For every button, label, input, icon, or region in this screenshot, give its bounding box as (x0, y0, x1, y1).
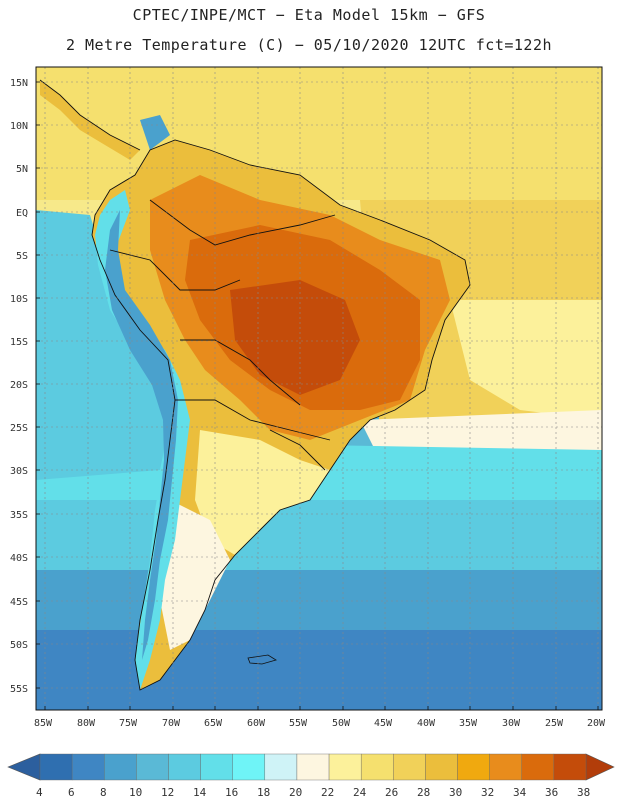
pampas-mild (195, 430, 330, 555)
cold-band (36, 630, 602, 710)
lat-label: 5N (16, 164, 28, 175)
colorbar-bin (521, 753, 555, 781)
lon-label: 45W (374, 718, 393, 729)
colorbar-high-arrow (585, 753, 615, 781)
colorbar-label: 24 (353, 786, 367, 799)
lat-label: 25S (10, 423, 28, 434)
colorbar-bin (553, 753, 587, 781)
lat-label: 40S (10, 553, 28, 564)
colorbar-label: 28 (417, 786, 430, 799)
colorbar-label: 8 (100, 786, 107, 799)
patagonia-cool (160, 500, 230, 650)
axis-ticks (36, 81, 599, 710)
lon-label: 80W (77, 718, 96, 729)
lat-label: 10N (10, 121, 28, 132)
midlatitude-band (36, 500, 602, 580)
colorbar-bin (232, 753, 266, 781)
colorbar-label: 6 (68, 786, 75, 799)
colorbar-bin (393, 753, 426, 781)
colorbar-label: 36 (545, 786, 558, 799)
colorbar-bin (264, 753, 298, 781)
temperature-field (36, 67, 602, 710)
colorbar-label: 14 (193, 786, 207, 799)
border-uruguay (269, 429, 326, 471)
colorbar-label: 30 (449, 786, 462, 799)
lon-label: 35W (459, 718, 478, 729)
lat-label: 30S (10, 466, 28, 477)
hottest-core (230, 280, 360, 395)
country-borders (39, 79, 471, 691)
longitude-labels: 85W 80W 75W 70W 65W 60W 55W 50W 45W 40W … (34, 718, 606, 729)
colorbar-bin (425, 753, 458, 781)
lon-label: 65W (204, 718, 223, 729)
colorbar-bin (489, 753, 522, 781)
colorbar-label: 22 (321, 786, 334, 799)
colorbar-bin (104, 753, 137, 781)
coast-central-america (39, 79, 141, 151)
colorbar-label: 34 (513, 786, 527, 799)
pacific-cool-tongue (36, 210, 170, 480)
colorbar-bin (136, 753, 169, 781)
colorbar-bin (200, 753, 233, 781)
colorbar-bin (39, 753, 73, 781)
andes-high-cold (105, 210, 178, 660)
colorbar-bin (360, 753, 394, 781)
colorbar-label: 26 (385, 786, 398, 799)
lat-label: 15N (10, 78, 28, 89)
lon-label: 30W (502, 718, 521, 729)
cool-band (36, 570, 602, 640)
atlantic-mild-zone (450, 300, 602, 420)
title-line-1: CPTEC/INPE/MCT − Eta Model 15km − GFS (132, 6, 486, 24)
colorbar-label: 18 (257, 786, 270, 799)
continent-outline (91, 139, 471, 691)
lon-label: 85W (34, 718, 53, 729)
colorbar-bin (328, 753, 362, 781)
colorbar-label: 16 (225, 786, 238, 799)
falkland-islands (247, 654, 277, 665)
colombia-highland (140, 115, 170, 150)
graticule (36, 67, 602, 710)
colorbar-bin (71, 753, 105, 781)
colorbar: 4 6 8 10 12 14 16 18 20 22 24 26 28 30 3… (7, 753, 615, 799)
lon-label: 25W (545, 718, 564, 729)
latitude-labels: 15N 10N 5N EQ 5S 10S 15S 20S 25S 30S 35S… (10, 78, 28, 695)
lon-label: 20W (587, 718, 606, 729)
border-north (149, 199, 336, 246)
colorbar-bin (296, 753, 330, 781)
lat-label: 55S (10, 684, 28, 695)
lat-label: 15S (10, 337, 28, 348)
border-bolivia (180, 339, 301, 406)
colorbar-label: 38 (577, 786, 590, 799)
lat-label: EQ (16, 208, 28, 219)
border-argentina (175, 399, 331, 441)
colorbar-bin (168, 753, 201, 781)
lat-label: 20S (10, 380, 28, 391)
colorbar-bin (457, 753, 490, 781)
lat-label: 45S (10, 597, 28, 608)
map-frame (35, 66, 603, 711)
lon-label: 40W (417, 718, 436, 729)
lon-label: 60W (247, 718, 266, 729)
lat-label: 50S (10, 640, 28, 651)
colorbar-label: 10 (129, 786, 142, 799)
border-peru (109, 249, 241, 291)
lon-label: 75W (119, 718, 138, 729)
lat-label: 10S (10, 294, 28, 305)
colorbar-label: 32 (481, 786, 494, 799)
lon-label: 50W (332, 718, 351, 729)
lon-label: 55W (289, 718, 308, 729)
title-line-2: 2 Metre Temperature (C) − 05/10/2020 12U… (65, 36, 553, 54)
lon-label: 70W (162, 718, 181, 729)
colorbar-label: 20 (289, 786, 302, 799)
colorbar-label: 12 (161, 786, 174, 799)
lat-label: 35S (10, 510, 28, 521)
lat-label: 5S (16, 251, 28, 262)
colorbar-label: 4 (36, 786, 43, 799)
colorbar-low-arrow (7, 753, 41, 781)
